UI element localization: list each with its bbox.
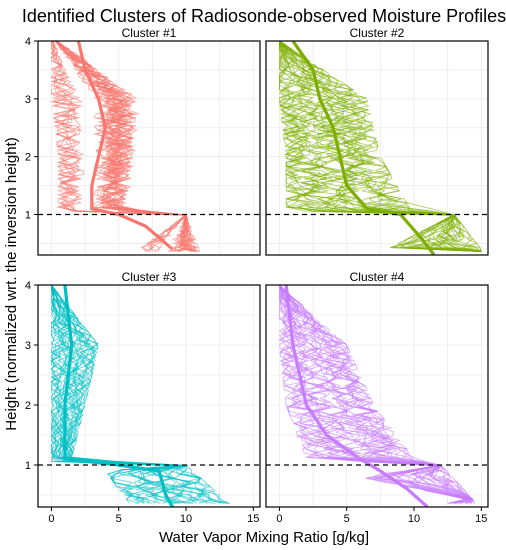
y-tick-label: 3: [25, 340, 31, 352]
y-tick-label: 4: [25, 280, 31, 292]
panel-title: Cluster #4: [350, 270, 405, 284]
y-tick-label: 1: [25, 460, 31, 472]
figure-title: Identified Clusters of Radiosonde-observ…: [22, 6, 506, 26]
x-tick-label: 0: [276, 513, 282, 525]
profile-lines: [50, 285, 230, 507]
profile-line: [279, 41, 482, 252]
profile-line: [279, 285, 472, 504]
mean-profile-line: [76, 41, 174, 251]
x-tick-label: 15: [247, 513, 259, 525]
panel-border: [265, 284, 489, 508]
profile-lines: [277, 285, 475, 507]
x-tick-label: 0: [48, 513, 54, 525]
y-axis-label: Height (normalized wrt. the inversion he…: [3, 137, 20, 430]
mean-profile-line: [291, 41, 436, 255]
panel-cluster-3: Cluster #3 1 2 3 4 0 5 10 15: [25, 270, 261, 525]
profile-line: [51, 285, 182, 504]
x-tick-label: 5: [344, 513, 350, 525]
profile-line: [278, 41, 482, 252]
profile-line: [51, 285, 216, 504]
profile-line: [279, 41, 482, 252]
panel-cluster-4: Cluster #4 0 5 10 15: [265, 270, 489, 525]
panel-title: Cluster #1: [122, 26, 177, 40]
panels: Cluster #1 1 2 3 4 Cluster #2 Cluster #3 1 2 3 4 0 5…: [25, 26, 489, 525]
mean-profile-line: [63, 285, 174, 507]
x-tick-label: 10: [408, 513, 420, 525]
y-tick-label: 1: [25, 210, 31, 222]
panel-cluster-1: Cluster #1 1 2 3 4: [25, 26, 261, 256]
profile-line: [56, 41, 200, 252]
y-tick-label: 2: [25, 400, 31, 412]
profile-line: [50, 41, 187, 252]
y-tick-label: 4: [25, 36, 31, 48]
panel-title: Cluster #3: [122, 270, 177, 284]
y-tick-label: 2: [25, 152, 31, 164]
profile-lines: [49, 41, 201, 252]
panel-cluster-2: Cluster #2: [265, 26, 489, 256]
profile-line: [279, 285, 473, 504]
profile-line: [51, 285, 225, 504]
y-tick-label: 3: [25, 94, 31, 106]
panel-border: [265, 40, 489, 256]
panel-border: [37, 40, 261, 256]
panel-title: Cluster #2: [350, 26, 405, 40]
x-axis-label: Water Vapor Mixing Ratio [g/kg]: [159, 529, 369, 546]
profile-line: [279, 285, 474, 504]
x-tick-label: 5: [116, 513, 122, 525]
profile-lines: [278, 41, 482, 255]
mean-profile-line: [284, 285, 429, 507]
panel-border: [37, 284, 261, 508]
profile-line: [51, 285, 198, 504]
panel-background: [38, 41, 260, 255]
x-tick-label: 10: [180, 513, 192, 525]
x-tick-label: 15: [475, 513, 487, 525]
